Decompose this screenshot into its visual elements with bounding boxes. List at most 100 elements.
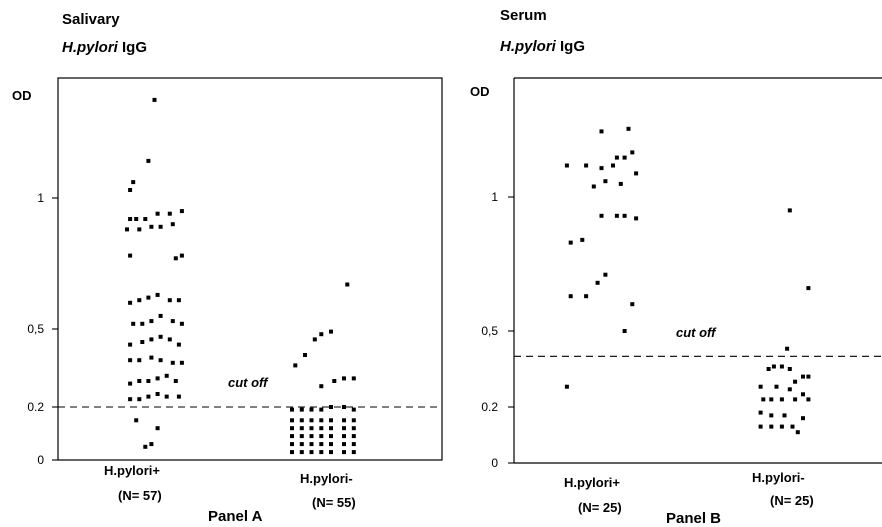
panel-a-group1-point-41 <box>179 360 184 365</box>
panel-a-group2-point-4 <box>303 353 307 357</box>
panel-b-group2-point-11 <box>774 384 779 389</box>
panel-a-group2-point-6 <box>351 376 356 381</box>
panel-a-ytick-label-0: 0 <box>37 453 44 467</box>
panel-b-group1-point-18 <box>568 240 573 245</box>
panel-a-group2-point-9 <box>319 384 324 389</box>
panel-a-group1-point-34 <box>167 337 172 342</box>
panel-b-group1-label: H.pylori+ <box>564 475 620 490</box>
panel-b: Serum H.pylori IgG OD 0 0.2 0,5 1 cut off H… <box>470 7 882 527</box>
panel-b-group1-point-12 <box>618 181 623 186</box>
panel-a-group2-point-34 <box>319 434 324 439</box>
panel-a-ytick-label-3: 1 <box>37 191 44 205</box>
panel-a-group1-point-47 <box>173 379 178 383</box>
panel-a-group2-point-47 <box>309 450 314 455</box>
panel-a-group2-point-21 <box>329 418 333 423</box>
panel-a-group1-point-15 <box>128 253 133 258</box>
panel-b-ytick-label-2: 0,5 <box>481 324 498 338</box>
panel-b-group2-point-25 <box>779 424 784 429</box>
panel-b-group2-point-26 <box>790 424 795 429</box>
panel-b-group2-point-4 <box>779 364 784 369</box>
panel-a-group2-point-16 <box>351 407 356 412</box>
panel-a-group2-point-8 <box>332 379 337 383</box>
panel-a-group1-point-49 <box>137 397 142 402</box>
panel-b-group2-point-27 <box>795 430 800 435</box>
panel-a-group2-point-40 <box>309 442 314 447</box>
panel-a-group2-point-29 <box>342 426 346 431</box>
panel-a-group1-point-11 <box>137 227 142 232</box>
panel-b-group1-point-7 <box>599 166 604 171</box>
panel-a-group1-point-50 <box>146 394 151 399</box>
panel-a-group2-point-42 <box>329 442 333 447</box>
panel-a-group2-point-2 <box>319 332 324 337</box>
panel-a-group2-point-28 <box>329 426 333 431</box>
panel-a-group2-point-14 <box>329 405 333 409</box>
panel-a-group1-point-3 <box>128 188 133 192</box>
panel-a-group1-point-40 <box>170 360 175 365</box>
panel-b-group2-point-18 <box>806 397 811 402</box>
panel-a-group2-point-50 <box>342 450 346 455</box>
panel-a-group1-point-26 <box>149 319 154 324</box>
panel-a-group1-point-19 <box>137 298 142 303</box>
panel-b-group2-point-5 <box>766 367 771 371</box>
panel-a-group1-point-51 <box>155 392 160 396</box>
panel-a-group2-point-10 <box>290 407 294 412</box>
panel-b-group2-label: H.pylori- <box>752 470 805 485</box>
panel-b-yticks: 0 0.2 0,5 1 <box>481 190 514 470</box>
panel-a-group2-point-1 <box>329 329 333 334</box>
panel-a-ytick-label-2: 0,5 <box>27 322 44 336</box>
panel-b-group2-point-1 <box>806 286 811 291</box>
panel-b-points <box>564 126 811 435</box>
panel-b-group2-point-9 <box>793 379 798 384</box>
panel-b-group1-point-22 <box>584 294 589 299</box>
panel-a-group2-point-43 <box>342 442 346 447</box>
panel-a-points <box>125 97 356 455</box>
panel-b-group1-point-1 <box>626 126 631 131</box>
panel-a-group1-point-27 <box>158 313 163 318</box>
panel-a-group2-point-51 <box>351 450 356 455</box>
panel-a-group2-point-41 <box>319 442 324 447</box>
panel-b-group1-point-23 <box>630 302 635 307</box>
panel-b-group1-n: (N= 25) <box>578 500 622 515</box>
panel-a-group2-point-35 <box>329 434 333 439</box>
panel-a-title-line1: Salivary <box>62 11 120 28</box>
panel-a-label: Panel A <box>208 508 263 525</box>
panel-a-group1-point-9 <box>179 209 184 214</box>
panel-a-group1-point-21 <box>155 292 160 297</box>
panel-a-group2-point-26 <box>309 426 314 431</box>
panel-a-group1-point-56 <box>143 444 148 449</box>
panel-a-group1-point-28 <box>170 319 175 324</box>
panel-a-group2-point-17 <box>290 418 294 423</box>
panel-a-group2-point-25 <box>299 426 304 431</box>
panel-a-group1-point-8 <box>167 211 172 216</box>
panel-a-group1-point-4 <box>128 217 133 221</box>
panel-b-group2-point-10 <box>758 384 763 389</box>
panel-a-group2-point-39 <box>299 442 304 447</box>
panel-b-group2-point-20 <box>769 413 774 418</box>
panel-a-group2-point-32 <box>299 434 304 439</box>
panel-b-group1-point-2 <box>630 150 635 155</box>
panel-b-group1-point-19 <box>603 272 608 277</box>
panel-a-group1-point-35 <box>176 342 181 347</box>
panel-b-group1-point-6 <box>584 163 589 168</box>
panel-a-group1-point-18 <box>128 300 133 305</box>
panel-b-ytick-label-1: 0.2 <box>481 400 498 414</box>
panel-b-group2-point-7 <box>801 374 805 379</box>
panel-b-group1-point-15 <box>622 213 627 218</box>
panel-a-group1-point-42 <box>128 381 133 386</box>
panel-a-group2-point-31 <box>290 434 294 439</box>
panel-a-group2-point-7 <box>342 376 346 381</box>
panel-b-group2-point-21 <box>782 413 787 418</box>
panel-b-group1-point-8 <box>611 163 615 168</box>
panel-a-group1-point-5 <box>134 217 139 221</box>
panel-b-title-line2: H.pylori IgG <box>500 38 585 55</box>
panel-a-group1-point-0 <box>152 97 157 102</box>
panel-a-yticks: 0 0.2 0,5 1 <box>27 191 58 467</box>
panel-a-group2-point-27 <box>319 426 324 431</box>
panel-b-group2-point-14 <box>761 397 766 402</box>
panel-a-group2-point-12 <box>309 407 314 412</box>
panel-b-group1-point-13 <box>599 213 604 218</box>
panel-a-group2-point-11 <box>299 407 304 412</box>
panel-a-group2-point-45 <box>290 450 294 455</box>
panel-b-group1-point-4 <box>622 155 627 160</box>
panel-a-group1-point-12 <box>149 224 154 229</box>
